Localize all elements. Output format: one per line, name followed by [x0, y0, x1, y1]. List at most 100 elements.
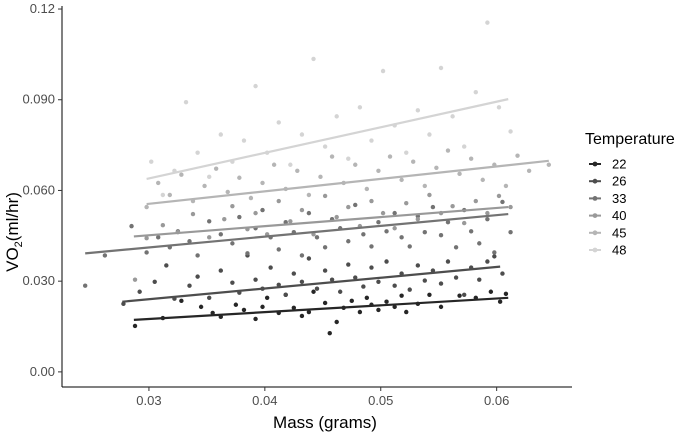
data-point-22: [457, 293, 462, 298]
data-point-45: [156, 180, 161, 186]
data-point-22: [334, 319, 339, 325]
data-point-40: [450, 203, 455, 209]
data-point-48: [322, 144, 328, 149]
data-point-40: [160, 223, 166, 228]
legend-entry-22: 22: [589, 157, 626, 172]
data-point-45: [457, 171, 462, 177]
data-point-48: [508, 129, 513, 134]
y-axis-title-rest: (ml/hr): [3, 192, 22, 241]
data-point-26: [230, 280, 235, 285]
data-point-33: [407, 244, 412, 249]
legend-entries: 22 26 33 40 45 48: [589, 157, 626, 258]
data-point-22: [291, 305, 297, 310]
data-point-26: [438, 281, 444, 286]
data-point-22: [198, 304, 204, 310]
data-point-22: [427, 292, 432, 297]
data-point-33: [453, 245, 459, 250]
data-point-22: [322, 300, 328, 306]
data-point-48: [404, 150, 409, 155]
data-point-33: [384, 229, 389, 234]
data-point-33: [260, 207, 265, 213]
data-point-40: [288, 219, 293, 224]
data-point-40: [462, 220, 467, 226]
data-point-33: [237, 214, 242, 220]
legend-dot: [592, 196, 598, 201]
data-point-45: [318, 174, 323, 180]
legend-dot: [592, 247, 598, 253]
data-point-40: [415, 216, 421, 222]
data-point-45: [167, 192, 172, 198]
data-point-33: [438, 233, 444, 238]
legend-label: 33: [612, 191, 626, 206]
data-point-45: [260, 180, 265, 186]
data-point-26: [415, 263, 421, 268]
legend-entry-26: 26: [589, 174, 626, 189]
fit-line-45: [146, 159, 549, 206]
data-point-22: [488, 289, 494, 294]
data-point-33: [276, 247, 281, 252]
x-tick-label: 0.04: [252, 393, 277, 408]
data-point-48: [207, 174, 212, 180]
legend-label: 45: [612, 225, 626, 240]
data-point-40: [485, 210, 490, 216]
data-point-45: [434, 165, 439, 170]
data-point-33: [500, 199, 505, 205]
x-ticks: 0.03 0.04 0.05 0.06: [136, 387, 509, 408]
data-point-33: [129, 223, 134, 229]
data-point-26: [492, 254, 497, 259]
data-point-22: [299, 313, 305, 319]
legend-dot: [592, 213, 598, 219]
data-point-33: [283, 220, 288, 225]
data-point-48: [195, 150, 200, 155]
data-point-22: [306, 309, 312, 315]
data-point-26: [407, 287, 412, 292]
data-point-40: [369, 198, 374, 204]
data-point-22: [376, 307, 381, 313]
data-point-22: [241, 307, 247, 313]
data-point-26: [276, 282, 281, 287]
data-point-45: [248, 195, 254, 201]
data-point-26: [164, 263, 169, 268]
data-point-26: [500, 271, 505, 276]
data-point-22: [260, 304, 265, 310]
data-point-26: [314, 286, 320, 291]
legend-label: 40: [612, 208, 626, 223]
x-tick-label: 0.05: [368, 393, 393, 408]
legend-title: Temperature: [585, 131, 675, 148]
data-point-45: [445, 148, 451, 153]
data-point-48: [160, 192, 166, 198]
data-point-40: [190, 211, 196, 217]
data-point-45: [468, 156, 474, 161]
data-point-26: [299, 279, 305, 284]
data-point-40: [144, 236, 149, 241]
data-point-45: [306, 192, 312, 198]
data-point-26: [187, 283, 192, 288]
data-point-22: [179, 298, 184, 304]
legend-entry-45: 45: [589, 225, 626, 240]
y-tick-label: 0.12: [30, 1, 55, 16]
data-point-22: [404, 309, 409, 315]
data-point-26: [218, 268, 223, 273]
data-point-45: [295, 168, 300, 173]
data-point-26: [268, 265, 273, 270]
data-point-33: [82, 283, 88, 288]
legend-entry-40: 40: [589, 208, 626, 223]
data-point-48: [218, 132, 223, 137]
data-point-45: [411, 159, 416, 164]
axes: 0.03 0.04 0.05 0.06 0.00 0.030 0.060 0.090 0.12: [22, 1, 572, 408]
data-point-26: [445, 259, 451, 264]
data-point-45: [387, 154, 393, 159]
data-point-48: [450, 114, 455, 119]
data-point-26: [477, 277, 482, 282]
data-point-45: [179, 172, 184, 177]
y-tick-label: 0.030: [22, 273, 55, 288]
legend-label: 26: [612, 174, 626, 189]
data-point-45: [422, 183, 427, 189]
y-tick-label: 0.060: [22, 182, 55, 197]
fit-line-40: [133, 205, 509, 238]
data-point-26: [485, 259, 490, 264]
data-point-48: [438, 65, 444, 71]
data-point-40: [404, 200, 409, 206]
data-point-33: [187, 239, 192, 244]
data-point-40: [322, 193, 328, 199]
